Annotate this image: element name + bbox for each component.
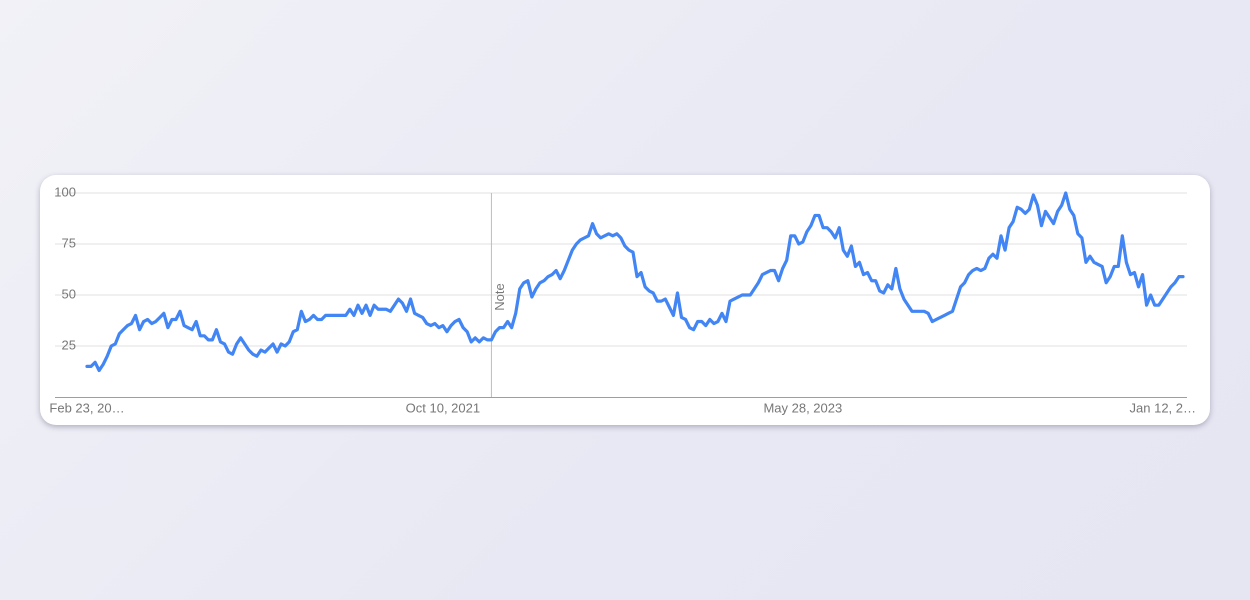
y-tick-label: 50	[62, 286, 76, 301]
x-tick-label: May 28, 2023	[763, 400, 842, 415]
x-tick-label: Feb 23, 20…	[49, 400, 124, 415]
x-tick-label: Jan 12, 2…	[1130, 400, 1197, 415]
trend-line	[85, 191, 1185, 373]
x-tick-label: Oct 10, 2021	[406, 400, 480, 415]
y-tick-label: 75	[62, 235, 76, 250]
y-tick-label: 100	[54, 184, 76, 199]
annotation-label: Note	[492, 283, 507, 310]
y-tick-label: 25	[62, 337, 76, 352]
